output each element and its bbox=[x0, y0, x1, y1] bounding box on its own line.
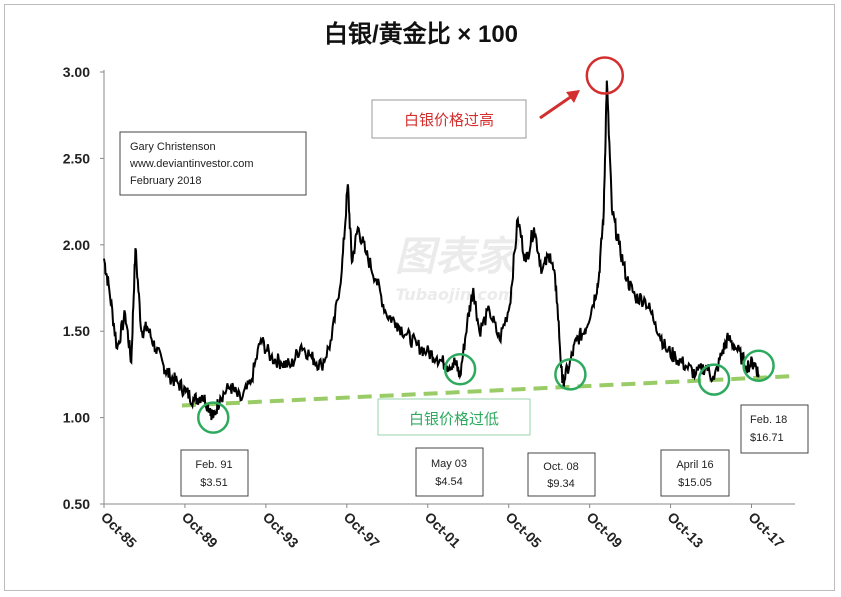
source-line-3: February 2018 bbox=[130, 175, 202, 187]
svg-text:Feb. 91: Feb. 91 bbox=[195, 459, 232, 471]
x-tick-label: Oct-93 bbox=[260, 509, 302, 551]
y-ticks: 3.00 2.50 2.00 1.50 1.00 0.50 bbox=[63, 64, 104, 512]
y-tick-label: 2.00 bbox=[63, 237, 90, 253]
axes bbox=[103, 70, 795, 505]
svg-text:$9.34: $9.34 bbox=[547, 478, 575, 490]
price-box-2: May 03 $4.54 bbox=[415, 447, 484, 497]
trendline bbox=[181, 374, 794, 408]
price-box-5: Feb. 18 $16.71 bbox=[740, 404, 809, 454]
svg-text:Oct. 08: Oct. 08 bbox=[543, 461, 578, 473]
low-circle bbox=[197, 401, 230, 434]
source-line-1: Gary Christenson bbox=[130, 141, 216, 153]
highlight-circles bbox=[197, 56, 775, 434]
chart-frame bbox=[4, 4, 835, 591]
svg-text:April 16: April 16 bbox=[676, 459, 713, 471]
svg-text:$15.05: $15.05 bbox=[678, 477, 712, 489]
price-box-4: April 16 $15.05 bbox=[660, 449, 730, 497]
y-tick-label: 1.00 bbox=[63, 410, 90, 426]
x-tick-label: Oct-05 bbox=[503, 509, 545, 551]
low-label: 白银价格过低 bbox=[377, 398, 531, 436]
watermark-logo: 图表家 Tubaojin.com bbox=[395, 234, 521, 304]
series-line bbox=[103, 80, 760, 421]
x-tick-label: Oct-13 bbox=[664, 509, 706, 551]
y-tick-label: 2.50 bbox=[63, 150, 90, 166]
y-tick-label: 0.50 bbox=[63, 496, 90, 512]
high-circle bbox=[585, 56, 625, 95]
x-ticks: Oct-85 Oct-89 Oct-93 Oct-97 Oct-01 Oct-05 Oct-… bbox=[98, 504, 788, 551]
price-box-3: Oct. 08 $9.34 bbox=[527, 452, 596, 497]
high-label: 白银价格过高 bbox=[371, 99, 527, 139]
svg-text:$4.54: $4.54 bbox=[435, 476, 463, 488]
low-circle bbox=[443, 352, 477, 386]
x-tick-label: Oct-01 bbox=[422, 509, 464, 551]
svg-text:图表家: 图表家 bbox=[395, 234, 521, 280]
y-tick-label: 1.50 bbox=[63, 323, 90, 339]
source-box: Gary Christenson www.deviantinvestor.com… bbox=[119, 131, 307, 196]
low-circle bbox=[697, 363, 731, 396]
x-tick-label: Oct-89 bbox=[179, 509, 221, 551]
svg-text:$3.51: $3.51 bbox=[200, 477, 228, 489]
svg-text:Tubaojin.com: Tubaojin.com bbox=[395, 285, 514, 304]
svg-text:$16.71: $16.71 bbox=[750, 432, 784, 444]
svg-text:May 03: May 03 bbox=[431, 458, 467, 470]
x-tick-label: Oct-09 bbox=[584, 509, 626, 551]
x-tick-label: Oct-85 bbox=[98, 509, 140, 551]
x-tick-label: Oct-97 bbox=[341, 509, 383, 551]
low-label-text: 白银价格过低 bbox=[409, 411, 499, 428]
low-circle bbox=[742, 349, 775, 383]
chart-title: 白银/黄金比 × 100 bbox=[324, 20, 518, 48]
x-tick-label: Oct-17 bbox=[745, 509, 787, 551]
high-label-text: 白银价格过高 bbox=[404, 112, 494, 129]
low-circle bbox=[554, 358, 587, 391]
svg-text:Feb. 18: Feb. 18 bbox=[750, 414, 787, 426]
source-line-2: www.deviantinvestor.com bbox=[129, 158, 254, 170]
high-arrow bbox=[539, 90, 580, 120]
price-box-1: Feb. 91 $3.51 bbox=[180, 449, 249, 497]
y-tick-label: 3.00 bbox=[63, 64, 90, 80]
